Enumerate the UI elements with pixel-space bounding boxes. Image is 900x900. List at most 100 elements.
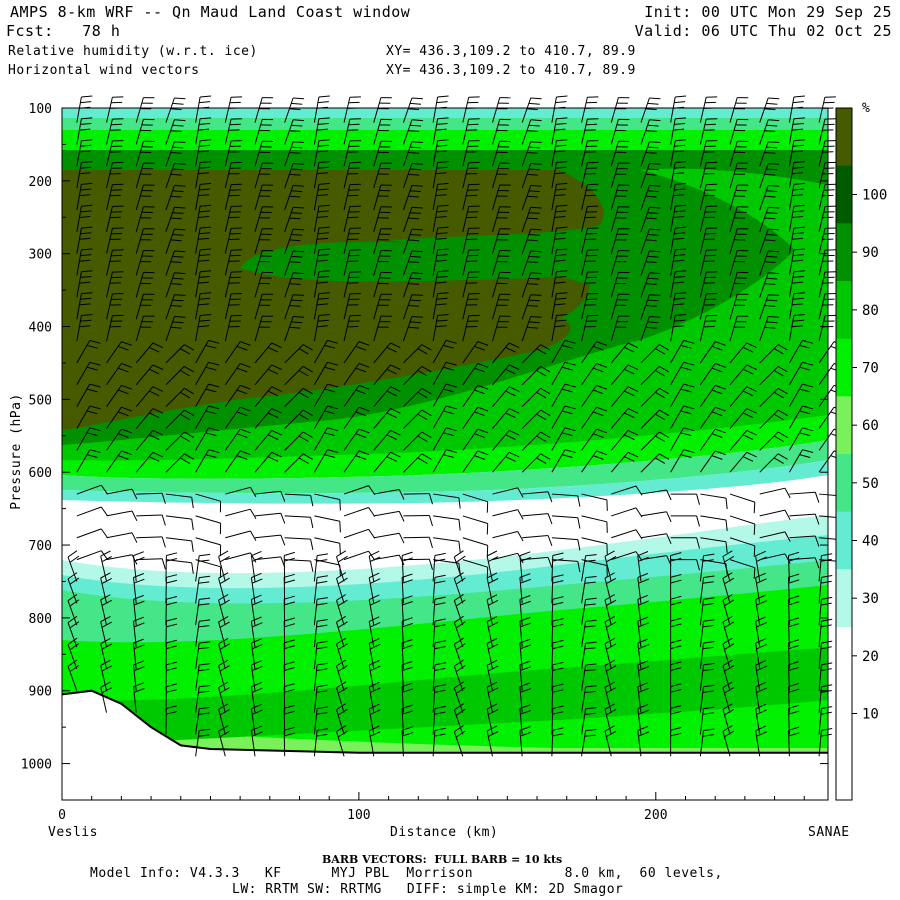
- wind-barb: [722, 725, 735, 757]
- wind-barb: [250, 594, 263, 626]
- wind-barb: [225, 530, 257, 541]
- wind-barb: [336, 637, 348, 670]
- wind-barb: [135, 250, 155, 276]
- wind-barb: [313, 226, 330, 254]
- wind-barb: [492, 364, 520, 386]
- wind-barb: [343, 528, 376, 539]
- wind-barb: [432, 596, 446, 626]
- wind-barb: [462, 341, 489, 364]
- wind-barb: [76, 550, 109, 561]
- wind-barb: [432, 226, 449, 254]
- wind-barb: [581, 428, 607, 451]
- wind-barb: [581, 205, 599, 232]
- wind-barb: [759, 163, 780, 189]
- colorbar-swatch: [836, 165, 852, 224]
- wind-barb: [581, 493, 608, 511]
- wind-barb: [640, 365, 670, 386]
- wind-barb: [637, 638, 649, 669]
- wind-barb: [521, 272, 542, 298]
- wind-barb: [76, 139, 93, 167]
- wind-barb: [432, 248, 449, 276]
- wind-barb: [76, 314, 93, 342]
- wind-barb: [432, 427, 457, 451]
- wind-barb: [336, 725, 348, 757]
- wind-barb: [195, 619, 211, 648]
- wind-barb: [453, 615, 466, 648]
- wind-barb: [462, 205, 480, 232]
- wind-barb: [284, 250, 305, 276]
- wind-barb: [699, 662, 715, 691]
- wind-barb: [313, 339, 339, 364]
- wind-barb: [453, 593, 466, 626]
- wind-barb: [135, 342, 164, 364]
- header-init-time: Init: 00 UTC Mon 29 Sep 25: [644, 3, 892, 21]
- wind-barb: [729, 451, 757, 473]
- wind-barb: [195, 728, 211, 757]
- y-tick-label: 400: [29, 321, 52, 336]
- wind-barb: [284, 272, 305, 298]
- wind-barb: [284, 97, 305, 123]
- wind-barb: [373, 429, 401, 451]
- wind-barb: [462, 118, 480, 145]
- wind-barb: [403, 431, 432, 451]
- wind-barb: [640, 489, 672, 501]
- wind-barb: [343, 450, 370, 473]
- wind-barb: [637, 572, 649, 604]
- wind-barb: [604, 681, 617, 713]
- wind-barb: [729, 408, 757, 429]
- wind-barb: [368, 660, 381, 691]
- wind-barb: [699, 641, 715, 669]
- wind-barb: [521, 119, 542, 145]
- wind-barb: [432, 361, 457, 386]
- wind-barb: [76, 427, 101, 451]
- y-tick-label: 600: [29, 466, 52, 481]
- wind-barb: [637, 594, 649, 626]
- y-tick-label: 800: [29, 612, 52, 627]
- wind-barb: [195, 292, 212, 320]
- wind-barb: [165, 552, 178, 582]
- wind-barb: [67, 572, 80, 604]
- wind-barb: [699, 684, 715, 713]
- plot-frame: [61, 107, 829, 801]
- wind-barb: [521, 97, 542, 123]
- wind-barb: [581, 554, 597, 582]
- wind-barb: [133, 638, 145, 669]
- wind-barb: [343, 161, 361, 189]
- wind-barb: [581, 314, 599, 342]
- wind-barb: [313, 728, 328, 757]
- wind-barb: [224, 450, 251, 473]
- wind-barb: [788, 139, 805, 167]
- wind-barb: [581, 515, 608, 533]
- wind-barb: [336, 703, 348, 735]
- wind-barb: [729, 342, 757, 364]
- wind-barb: [402, 316, 423, 342]
- wind-barb: [670, 139, 687, 167]
- wind-barb: [581, 118, 599, 145]
- rh-band-mid-60: [62, 440, 828, 494]
- wind-barb: [284, 316, 305, 342]
- wind-barb: [133, 616, 145, 648]
- wind-barb: [402, 119, 423, 145]
- wind-barb: [403, 344, 432, 364]
- wind-barb: [699, 384, 726, 407]
- wind-barb: [637, 660, 649, 691]
- wind-barb: [670, 117, 687, 145]
- wind-barb: [343, 406, 370, 429]
- x-start-location: Veslis: [48, 825, 98, 840]
- wind-barb: [755, 725, 767, 757]
- wind-barb: [551, 683, 564, 713]
- wind-barb: [224, 205, 243, 232]
- wind-barb: [135, 206, 155, 232]
- wind-barb: [729, 386, 757, 407]
- wind-barb: [462, 384, 489, 407]
- wind-barb: [486, 659, 499, 691]
- wind-barb: [402, 141, 423, 167]
- wind-barb: [818, 640, 833, 669]
- wind-barb: [135, 184, 155, 211]
- wind-barb: [313, 314, 330, 342]
- colorbar-swatch: [836, 627, 852, 686]
- wind-barb: [254, 140, 274, 167]
- wind-barb: [492, 206, 511, 232]
- wind-barb: [432, 405, 457, 429]
- wind-barb: [453, 637, 466, 670]
